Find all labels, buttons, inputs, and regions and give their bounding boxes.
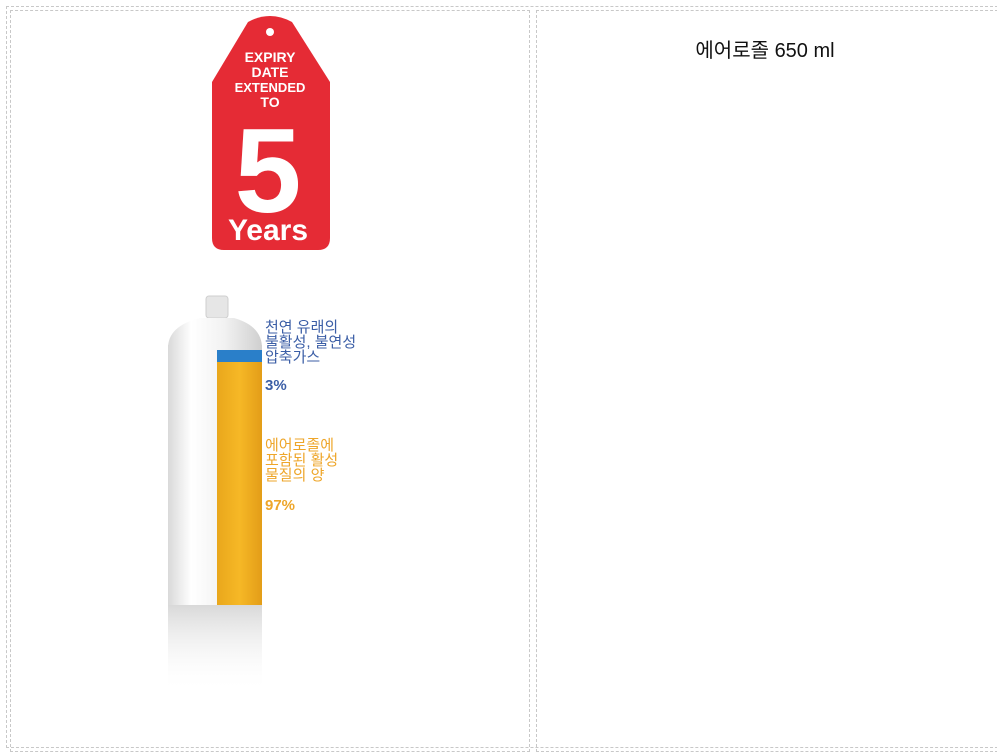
can-shoulder [168, 318, 262, 348]
page: 에어로졸 650 ml EXPIRYDATEEXTENDEDTO 5 Years… [0, 0, 997, 737]
gas-band [217, 350, 262, 362]
can-label-line: 물질의 양 [265, 467, 325, 484]
right-cell [536, 10, 997, 752]
can-label-share: 97% [265, 497, 295, 514]
badge-heading-line: DATE [251, 64, 288, 80]
active-band [217, 362, 262, 605]
can-label-line: 압축가스 [265, 349, 320, 366]
can-nozzle [206, 296, 228, 318]
product-title: 에어로졸 650 ml [540, 34, 990, 63]
badge-heading-line: EXPIRY [245, 49, 296, 65]
can-label-share: 3% [265, 377, 287, 394]
badge-unit: Years [228, 214, 308, 247]
can-reflection [168, 605, 262, 693]
badge-heading-line: EXTENDED [235, 80, 306, 95]
badge-hole [266, 28, 274, 36]
